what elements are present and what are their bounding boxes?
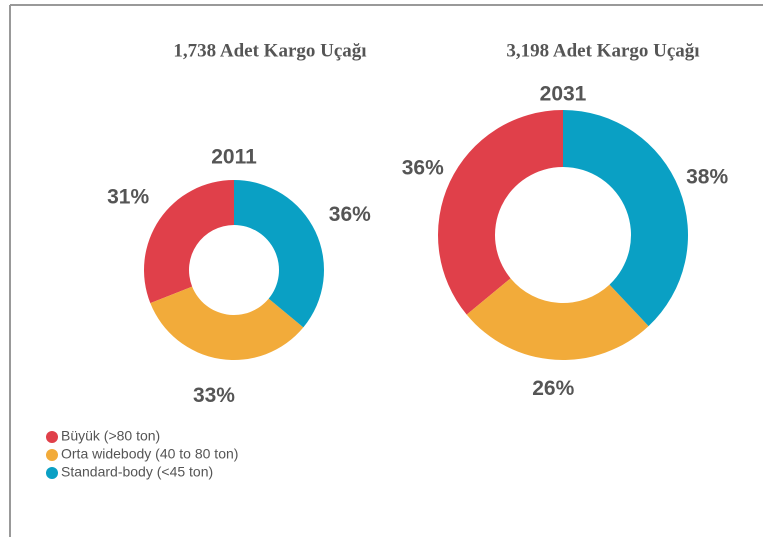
legend-label: Orta widebody (40 to 80 ton) [61, 446, 238, 462]
donut-segment [150, 286, 304, 360]
donut-segment [563, 110, 688, 327]
chart-title: 3,198 Adet Kargo Uçağı [506, 40, 699, 61]
donut-segment [234, 180, 324, 328]
percent-label: 26% [532, 377, 574, 400]
percent-label: 36% [402, 157, 444, 180]
donut-segment [144, 180, 234, 304]
year-label: 2031 [540, 83, 587, 106]
year-label: 2011 [211, 146, 257, 169]
legend-label: Büyük (>80 ton) [61, 428, 160, 444]
legend-label: Standard-body (<45 ton) [61, 464, 213, 480]
legend-swatch [46, 467, 58, 479]
legend-swatch [46, 431, 58, 443]
donut-segment [438, 110, 563, 315]
donut-segment [466, 278, 649, 360]
chart-title: 1,738 Adet Kargo Uçağı [173, 40, 366, 61]
legend-swatch [46, 449, 58, 461]
percent-label: 36% [329, 203, 371, 226]
percent-label: 33% [193, 384, 235, 407]
percent-label: 31% [107, 186, 149, 209]
percent-label: 38% [686, 165, 728, 188]
